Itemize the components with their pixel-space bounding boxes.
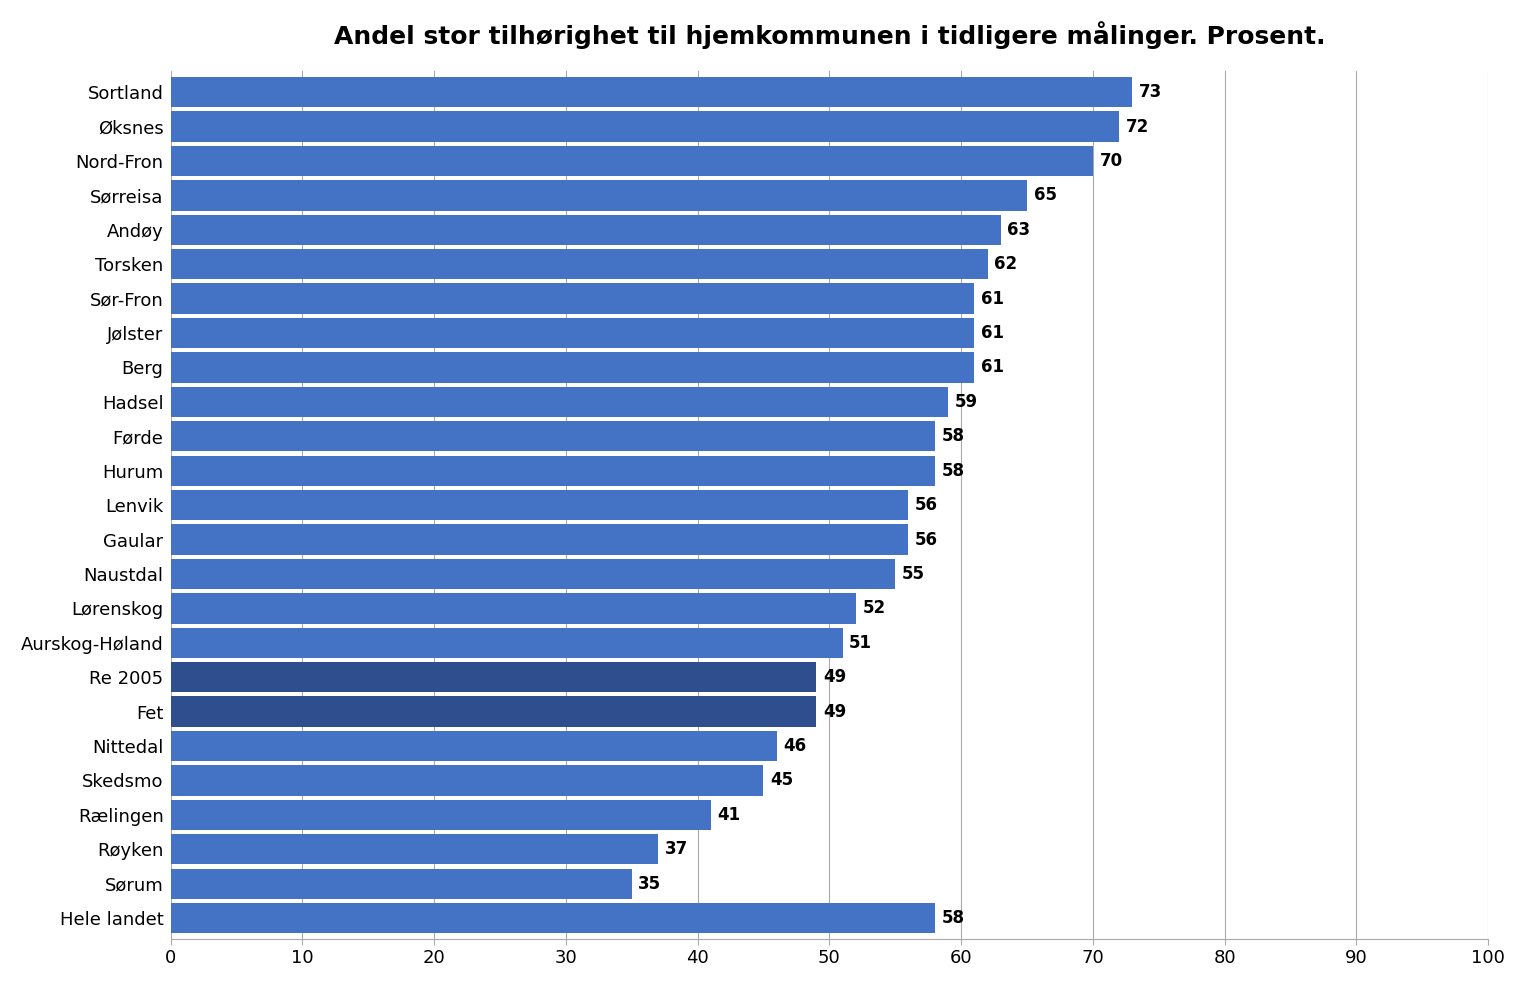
Bar [171, 799, 711, 830]
Bar [171, 146, 1093, 176]
Bar [171, 249, 987, 280]
Text: 35: 35 [638, 874, 661, 893]
Bar [171, 662, 816, 693]
Bar [171, 903, 935, 934]
Text: 49: 49 [823, 668, 845, 687]
Bar [171, 731, 777, 761]
Bar [171, 318, 974, 348]
Text: 65: 65 [1033, 187, 1056, 205]
Bar [171, 386, 948, 417]
Bar [171, 214, 1001, 245]
Bar [171, 284, 974, 314]
Bar [171, 559, 896, 589]
Bar [171, 525, 908, 554]
Text: 49: 49 [823, 702, 845, 720]
Bar [171, 627, 842, 658]
Bar [171, 766, 763, 795]
Text: 70: 70 [1100, 152, 1123, 170]
Bar [171, 421, 935, 452]
Text: 59: 59 [955, 393, 978, 411]
Title: Andel stor tilhørighet til hjemkommunen i tidligere målinger. Prosent.: Andel stor tilhørighet til hjemkommunen … [334, 21, 1325, 48]
Text: 56: 56 [916, 496, 938, 514]
Bar [171, 180, 1027, 210]
Text: 58: 58 [942, 427, 964, 446]
Bar [171, 77, 1132, 108]
Text: 56: 56 [916, 531, 938, 548]
Bar [171, 490, 908, 521]
Bar [171, 353, 974, 382]
Text: 61: 61 [981, 359, 1004, 376]
Text: 55: 55 [902, 565, 925, 583]
Bar [171, 697, 816, 727]
Text: 63: 63 [1007, 220, 1030, 239]
Bar [171, 112, 1119, 141]
Text: 46: 46 [783, 737, 806, 755]
Text: 51: 51 [848, 633, 873, 652]
Text: 58: 58 [942, 461, 964, 480]
Text: 62: 62 [993, 255, 1018, 274]
Text: 41: 41 [717, 806, 740, 824]
Text: 37: 37 [665, 840, 688, 859]
Text: 61: 61 [981, 289, 1004, 307]
Bar [171, 455, 935, 486]
Text: 72: 72 [1126, 118, 1149, 135]
Text: 45: 45 [771, 772, 794, 789]
Bar [171, 834, 658, 864]
Text: 73: 73 [1138, 83, 1163, 101]
Text: 58: 58 [942, 909, 964, 927]
Bar [171, 593, 856, 623]
Bar [171, 868, 632, 899]
Text: 52: 52 [862, 600, 885, 618]
Text: 61: 61 [981, 324, 1004, 342]
